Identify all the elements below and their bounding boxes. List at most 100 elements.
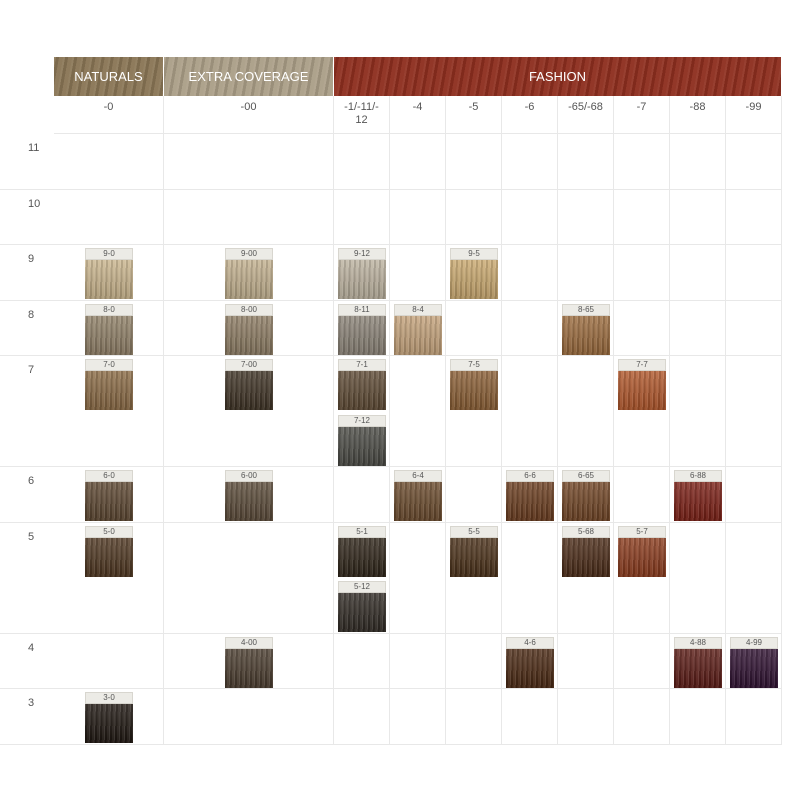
swatch: 7-1 — [338, 359, 386, 410]
cell — [334, 245, 390, 301]
cell — [614, 633, 670, 689]
cell — [726, 522, 782, 634]
swatch: 7-00 — [225, 359, 273, 410]
swatch: 8-11 — [338, 303, 386, 355]
cell — [670, 467, 726, 523]
cell — [614, 467, 670, 523]
swatch: 8-0 — [85, 303, 133, 355]
row-line — [0, 466, 54, 467]
cell — [502, 300, 558, 356]
cell — [670, 522, 726, 634]
swatch: 5-5 — [450, 525, 498, 577]
swatch-label: 9-5 — [450, 248, 498, 260]
swatch: 6-6 — [506, 470, 554, 521]
swatch: 9-00 — [225, 248, 273, 299]
column-header: -00 — [164, 96, 334, 134]
cell — [390, 689, 446, 745]
cell — [558, 134, 614, 190]
swatch-label: 7-7 — [618, 359, 666, 371]
swatch: 4-00 — [225, 636, 273, 688]
swatch-color — [618, 537, 666, 577]
swatch-color — [338, 371, 386, 410]
group-header: NATURALS — [54, 57, 164, 96]
cell — [726, 189, 782, 245]
cell — [390, 189, 446, 245]
swatch-color — [674, 648, 722, 688]
level-label: 11 — [28, 142, 40, 154]
swatch: 5-1 — [338, 525, 386, 577]
swatch-color — [562, 482, 610, 521]
swatch-label: 6-88 — [674, 470, 722, 482]
swatch-color — [225, 648, 273, 688]
swatch-color — [562, 537, 610, 577]
swatch-label: 8-00 — [225, 303, 273, 316]
swatch-color — [450, 537, 498, 577]
level-label: 8 — [28, 308, 35, 321]
cell — [502, 134, 558, 190]
row-line — [0, 688, 54, 689]
cell — [164, 300, 334, 356]
cell — [614, 189, 670, 245]
swatch-label: 9-00 — [225, 248, 273, 260]
cell — [726, 245, 782, 301]
swatch: 6-0 — [85, 470, 133, 521]
cell — [558, 245, 614, 301]
swatch: 3-0 — [85, 692, 133, 743]
cell — [614, 689, 670, 745]
cell — [54, 134, 164, 190]
swatch-color — [562, 315, 610, 355]
cell — [334, 134, 390, 190]
level-label: 3 — [28, 697, 35, 709]
cell — [446, 356, 502, 467]
column-header: -7 — [614, 96, 670, 134]
level-label: 9 — [28, 253, 35, 265]
cell — [446, 189, 502, 245]
cell — [614, 245, 670, 301]
cell — [54, 245, 164, 301]
group-header: FASHION — [334, 57, 782, 96]
level-label: 4 — [28, 641, 35, 654]
swatch: 8-00 — [225, 303, 273, 355]
cell — [390, 134, 446, 190]
swatch-label: 8-65 — [562, 303, 610, 316]
swatch-color — [730, 648, 778, 688]
swatch-label: 9-0 — [85, 248, 133, 260]
swatch-label: 6-6 — [506, 470, 554, 482]
swatch: 6-88 — [674, 470, 722, 521]
cell — [54, 633, 164, 689]
cell — [670, 134, 726, 190]
swatch-color — [225, 315, 273, 355]
cell — [614, 300, 670, 356]
cell — [446, 134, 502, 190]
cell — [726, 689, 782, 745]
swatch: 4-6 — [506, 636, 554, 688]
swatch-color — [338, 593, 386, 632]
cell — [164, 134, 334, 190]
swatch-label: 6-00 — [225, 470, 273, 482]
cell — [558, 467, 614, 523]
swatch: 5-7 — [618, 525, 666, 577]
column-header: -65/-68 — [558, 96, 614, 134]
cell — [334, 300, 390, 356]
cell — [502, 522, 558, 634]
swatch-color — [450, 260, 498, 299]
swatch-color — [338, 260, 386, 299]
group-header: EXTRA COVERAGE — [164, 57, 334, 96]
cell — [670, 245, 726, 301]
swatch-color — [394, 482, 442, 521]
cell — [670, 689, 726, 745]
swatch-label: 8-4 — [394, 303, 442, 316]
swatch: 4-88 — [674, 636, 722, 688]
cell — [390, 300, 446, 356]
cell — [164, 245, 334, 301]
swatch-color — [506, 648, 554, 688]
swatch: 7-5 — [450, 359, 498, 410]
cell — [54, 189, 164, 245]
swatch-label: 6-0 — [85, 470, 133, 482]
swatch-label: 4-00 — [225, 636, 273, 649]
swatch-label: 5-5 — [450, 525, 498, 538]
cell — [390, 356, 446, 467]
cell — [164, 522, 334, 634]
cell — [502, 245, 558, 301]
level-label: 6 — [28, 475, 35, 487]
